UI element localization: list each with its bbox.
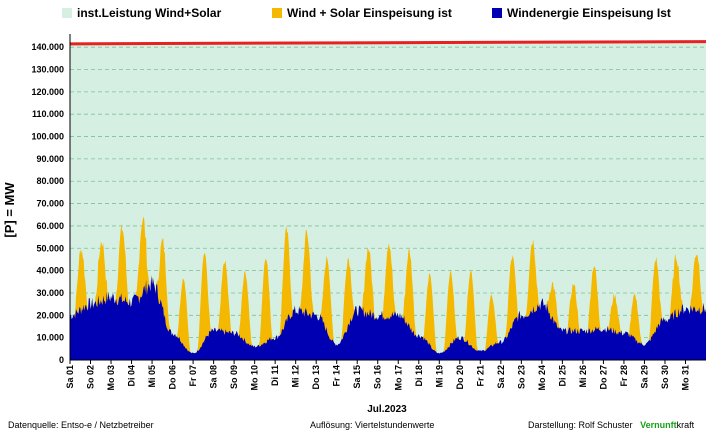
x-tick-label: Fr 21 (475, 365, 485, 387)
x-tick-label: So 09 (229, 365, 239, 389)
y-axis-label: [P] = MW (2, 182, 17, 238)
x-tick-label: Mi 19 (434, 365, 444, 388)
x-tick-label: Di 11 (270, 365, 280, 386)
series-installed-capacity-area (70, 41, 706, 360)
legend: inst.Leistung Wind+Solar Wind + Solar Ein… (62, 6, 671, 20)
x-tick-label: So 30 (660, 365, 670, 389)
installed-capacity-line (69, 40, 707, 46)
y-tick-label: 60.000 (36, 221, 64, 231)
y-tick-label: 40.000 (36, 266, 64, 276)
x-tick-label: Mi 05 (147, 365, 157, 388)
y-tick-label: 110.000 (32, 109, 64, 119)
x-tick-label: Fr 28 (619, 365, 629, 387)
legend-swatch (62, 8, 72, 18)
x-tick-label: Do 06 (168, 365, 178, 390)
x-tick-label: Do 20 (455, 365, 465, 390)
series-wind-area (70, 275, 706, 360)
legend-label: Wind + Solar Einspeisung ist (287, 6, 452, 20)
legend-swatch (272, 8, 282, 18)
brand-vernunft: Vernunft (640, 420, 677, 430)
x-tick-label: Sa 08 (209, 365, 219, 389)
brand-kraft: kraft (676, 420, 695, 430)
x-axis: Sa 01 So 02 Mo 03 Di 04 Mi 05 Do 06 Fr 07 Sa 08… (65, 360, 690, 391)
x-tick-label: So 23 (516, 365, 526, 389)
x-tick-label: So 02 (86, 365, 96, 389)
chart: inst.Leistung Wind+Solar Wind + Solar Ein… (2, 6, 707, 415)
y-tick-label: 80.000 (36, 176, 64, 186)
legend-label: Windenergie Einspeisung Ist (507, 6, 671, 20)
x-tick-label: Mi 26 (578, 365, 588, 388)
footer-author-text: Darstellung: Rolf Schuster (528, 420, 633, 430)
y-tick-label: 140.000 (31, 42, 64, 52)
y-tick-label: 30.000 (36, 288, 64, 298)
x-tick-label: So 16 (373, 365, 383, 389)
x-tick-label: Do 13 (311, 365, 321, 390)
x-tick-label: Mo 10 (250, 365, 260, 391)
x-tick-label: Mi 12 (291, 365, 301, 388)
x-tick-label: Mo 17 (393, 365, 403, 391)
y-tick-label: 120.000 (31, 87, 64, 97)
x-tick-label: Sa 15 (352, 365, 362, 389)
y-tick-label: 90.000 (36, 154, 64, 164)
x-tick-label: Fr 07 (188, 365, 198, 387)
x-axis-label: Jul.2023 (367, 404, 407, 415)
x-tick-label: Mo 31 (680, 365, 690, 391)
y-tick-label: 20.000 (36, 310, 64, 320)
x-tick-label: Mo 03 (106, 365, 116, 391)
legend-swatch (492, 8, 502, 18)
y-axis: 0 10.000 20.000 30.000 40.000 50.000 60.000 70.… (31, 42, 64, 365)
x-tick-label: Do 27 (598, 365, 608, 390)
x-tick-label: Di 25 (557, 365, 567, 387)
y-tick-label: 10.000 (36, 333, 64, 343)
y-tick-label: 130.000 (31, 65, 64, 75)
legend-label: inst.Leistung Wind+Solar (77, 6, 222, 20)
x-tick-label: Fr 14 (332, 365, 342, 387)
footer-author: Darstellung: Rolf Schuster Vernunftkraft (528, 420, 694, 430)
x-tick-label: Di 04 (127, 365, 137, 387)
plot-area (69, 34, 707, 361)
x-tick-label: Mo 24 (537, 365, 547, 391)
footer-source: Datenquelle: Entso-e / Netzbetreiber (8, 420, 154, 430)
y-tick-label: 50.000 (36, 243, 64, 253)
y-tick-label: 100.000 (31, 132, 64, 142)
x-tick-label: Sa 22 (496, 365, 506, 389)
y-tick-label: 0 (59, 355, 64, 365)
x-tick-label: Sa 01 (65, 365, 75, 389)
x-tick-label: Sa 29 (639, 365, 649, 389)
y-tick-label: 70.000 (36, 199, 64, 209)
footer-resolution: Auflösung: Viertelstundenwerte (310, 420, 435, 430)
x-tick-label: Di 18 (414, 365, 424, 387)
